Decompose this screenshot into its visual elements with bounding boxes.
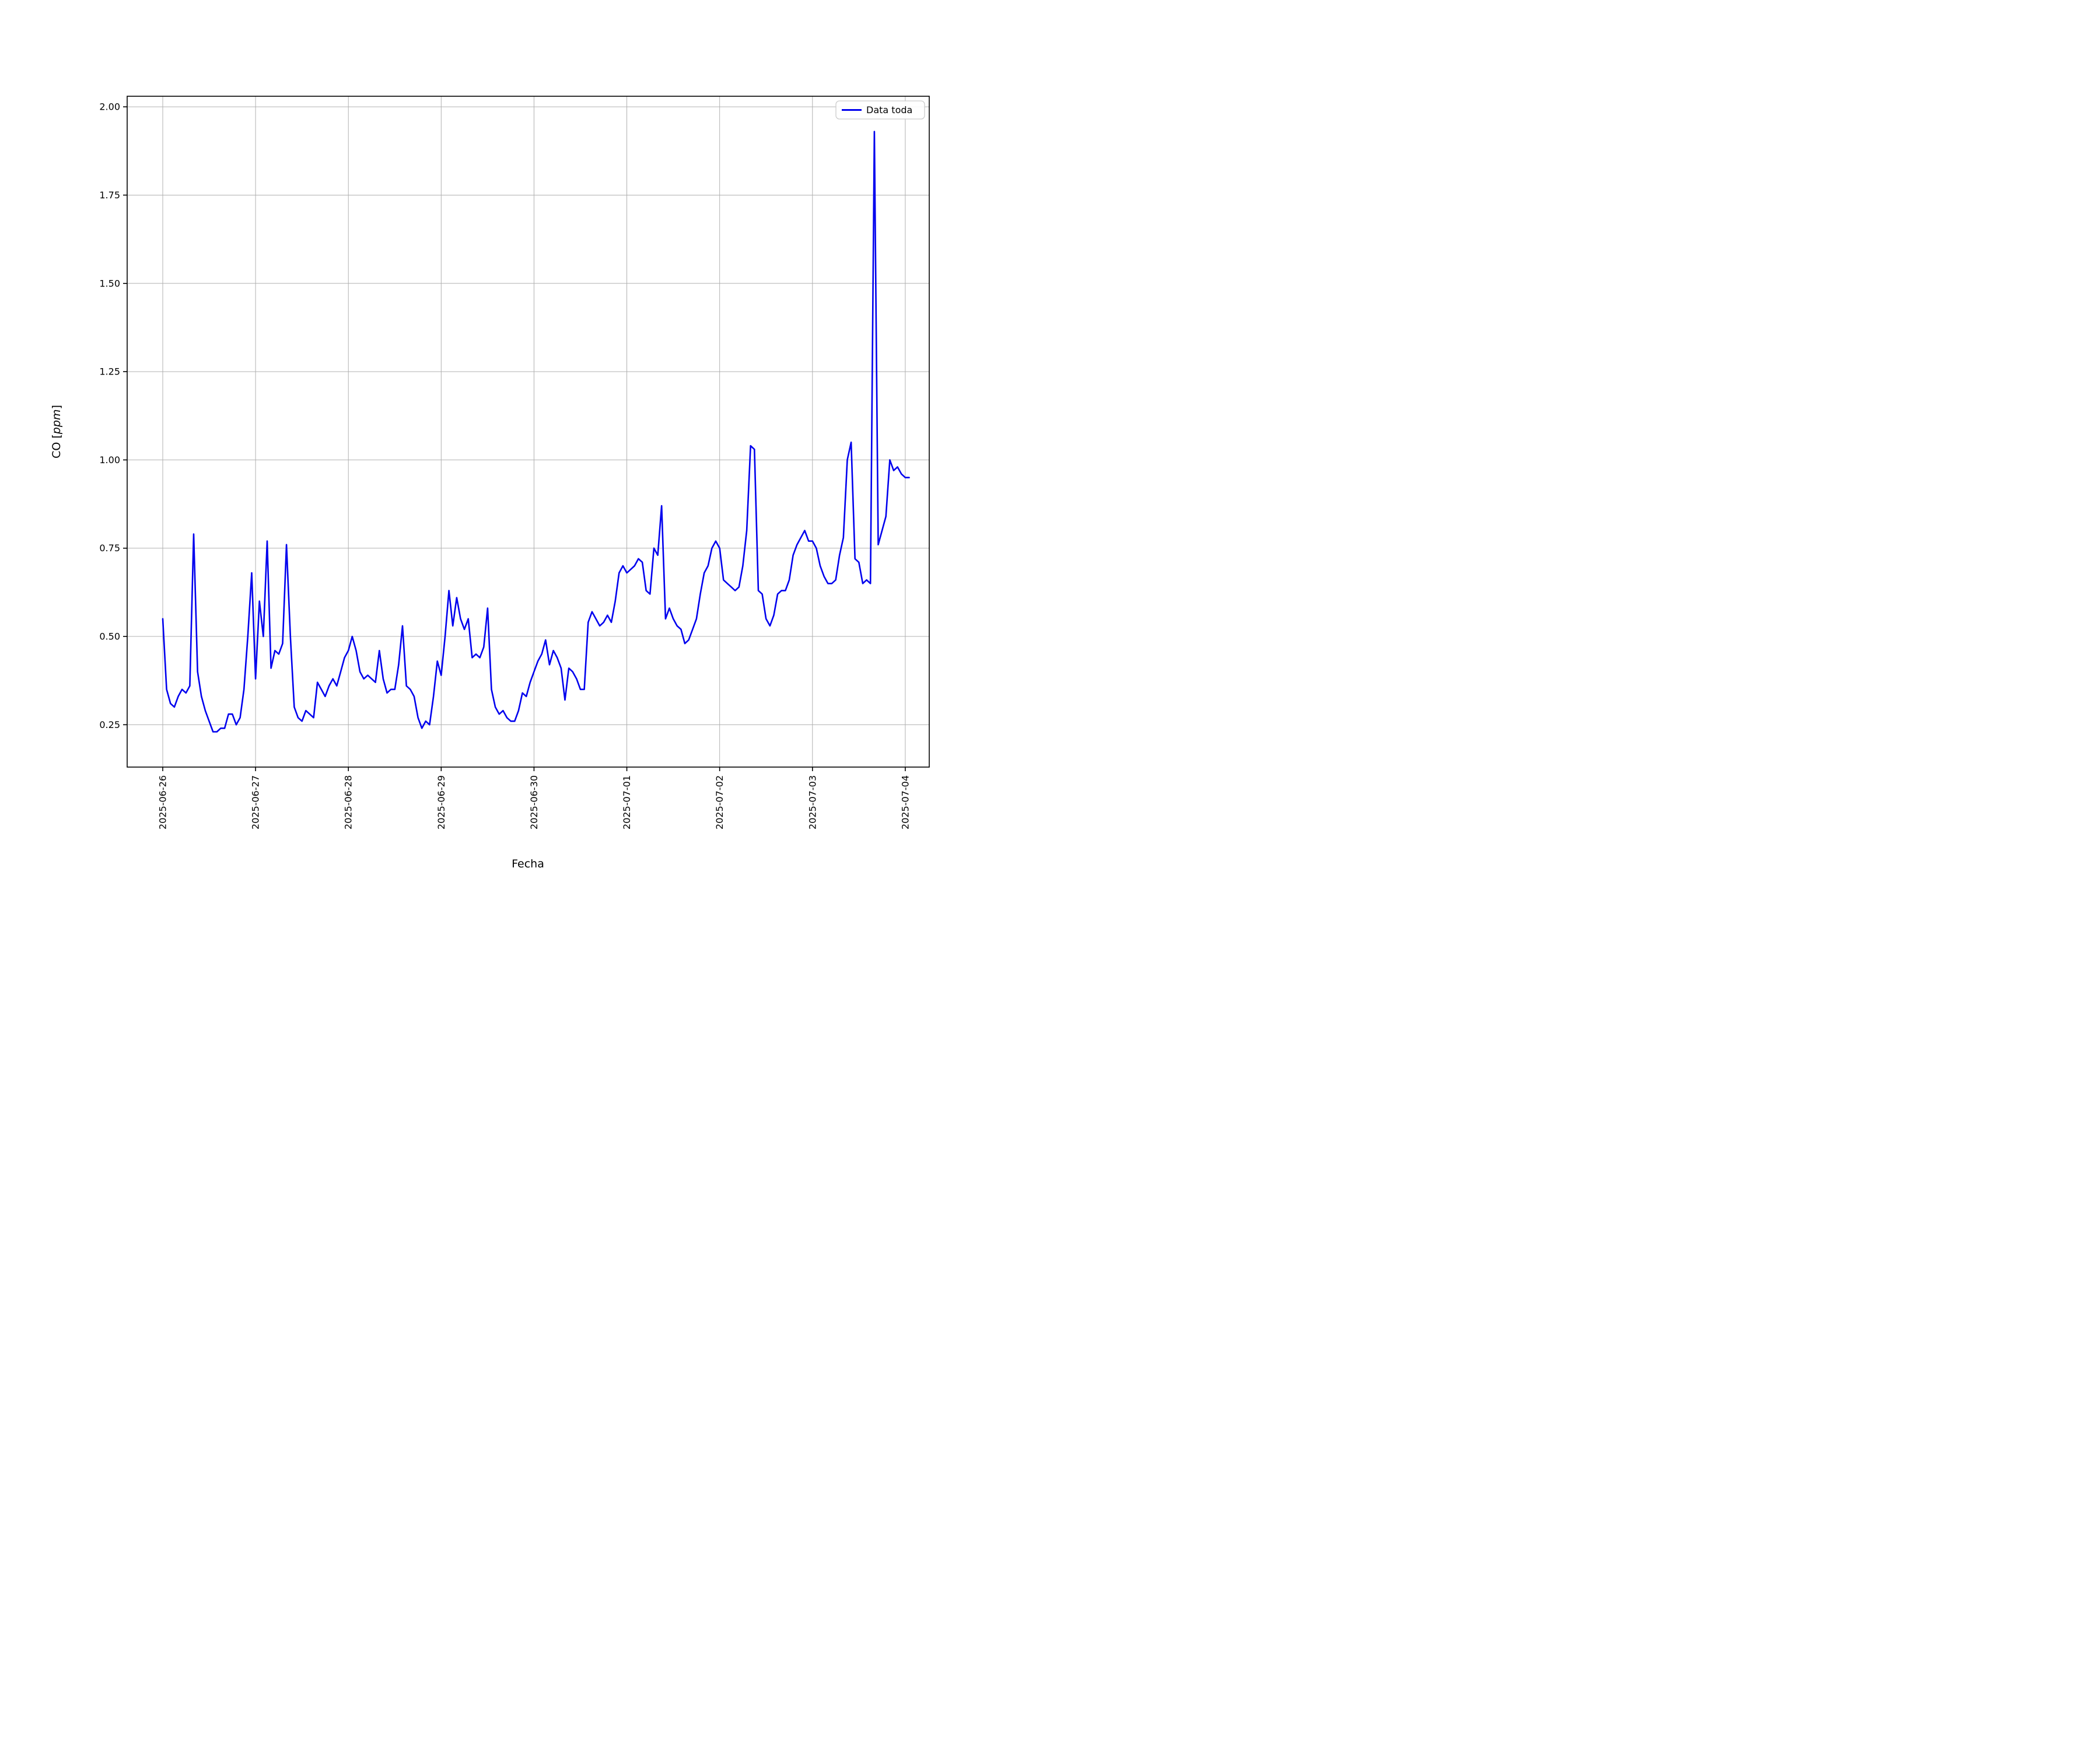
legend-box <box>835 100 925 120</box>
y-tick-label: 0.75 <box>99 542 120 554</box>
x-tick-label: 2025-06-29 <box>436 775 447 830</box>
y-axis-label: CO [ppm] <box>50 405 63 459</box>
legend: Data toda <box>835 100 925 120</box>
x-tick-label: 2025-07-03 <box>807 775 818 830</box>
x-tick-label: 2025-07-01 <box>621 775 632 830</box>
x-axis-label: Fecha <box>512 858 544 870</box>
data-series <box>162 131 910 733</box>
y-tick-label: 0.50 <box>99 631 120 642</box>
x-tick-label: 2025-06-26 <box>157 775 168 830</box>
y-tick-label: 0.25 <box>99 719 120 730</box>
legend-label: Data toda <box>866 104 912 116</box>
figure: 0.25 0.50 0.75 1.00 1.25 1.50 1.75 2.00 2025-06-… <box>0 0 1050 875</box>
data-series-line <box>162 131 910 733</box>
x-tick-label: 2025-06-30 <box>528 775 540 830</box>
x-tick-label: 2025-07-02 <box>714 775 725 830</box>
plot-border <box>127 96 930 768</box>
grid <box>127 96 929 767</box>
x-tick-label: 2025-06-28 <box>343 775 354 830</box>
svg-text:CO [ppm]: CO [ppm] <box>50 405 63 459</box>
y-tick-label: 1.00 <box>99 454 120 466</box>
y-tick-label: 1.25 <box>99 366 120 377</box>
axes: 0.25 0.50 0.75 1.00 1.25 1.50 1.75 2.00 2025-06-… <box>99 96 930 830</box>
x-tick-label: 2025-06-27 <box>250 775 261 830</box>
co-timeseries-chart: 0.25 0.50 0.75 1.00 1.25 1.50 1.75 2.00 2025-06-… <box>50 96 930 870</box>
y-tick-label: 1.75 <box>99 190 120 201</box>
y-tick-label: 1.50 <box>99 278 120 289</box>
x-tick-label: 2025-07-04 <box>900 775 911 830</box>
y-tick-label: 2.00 <box>99 102 120 113</box>
